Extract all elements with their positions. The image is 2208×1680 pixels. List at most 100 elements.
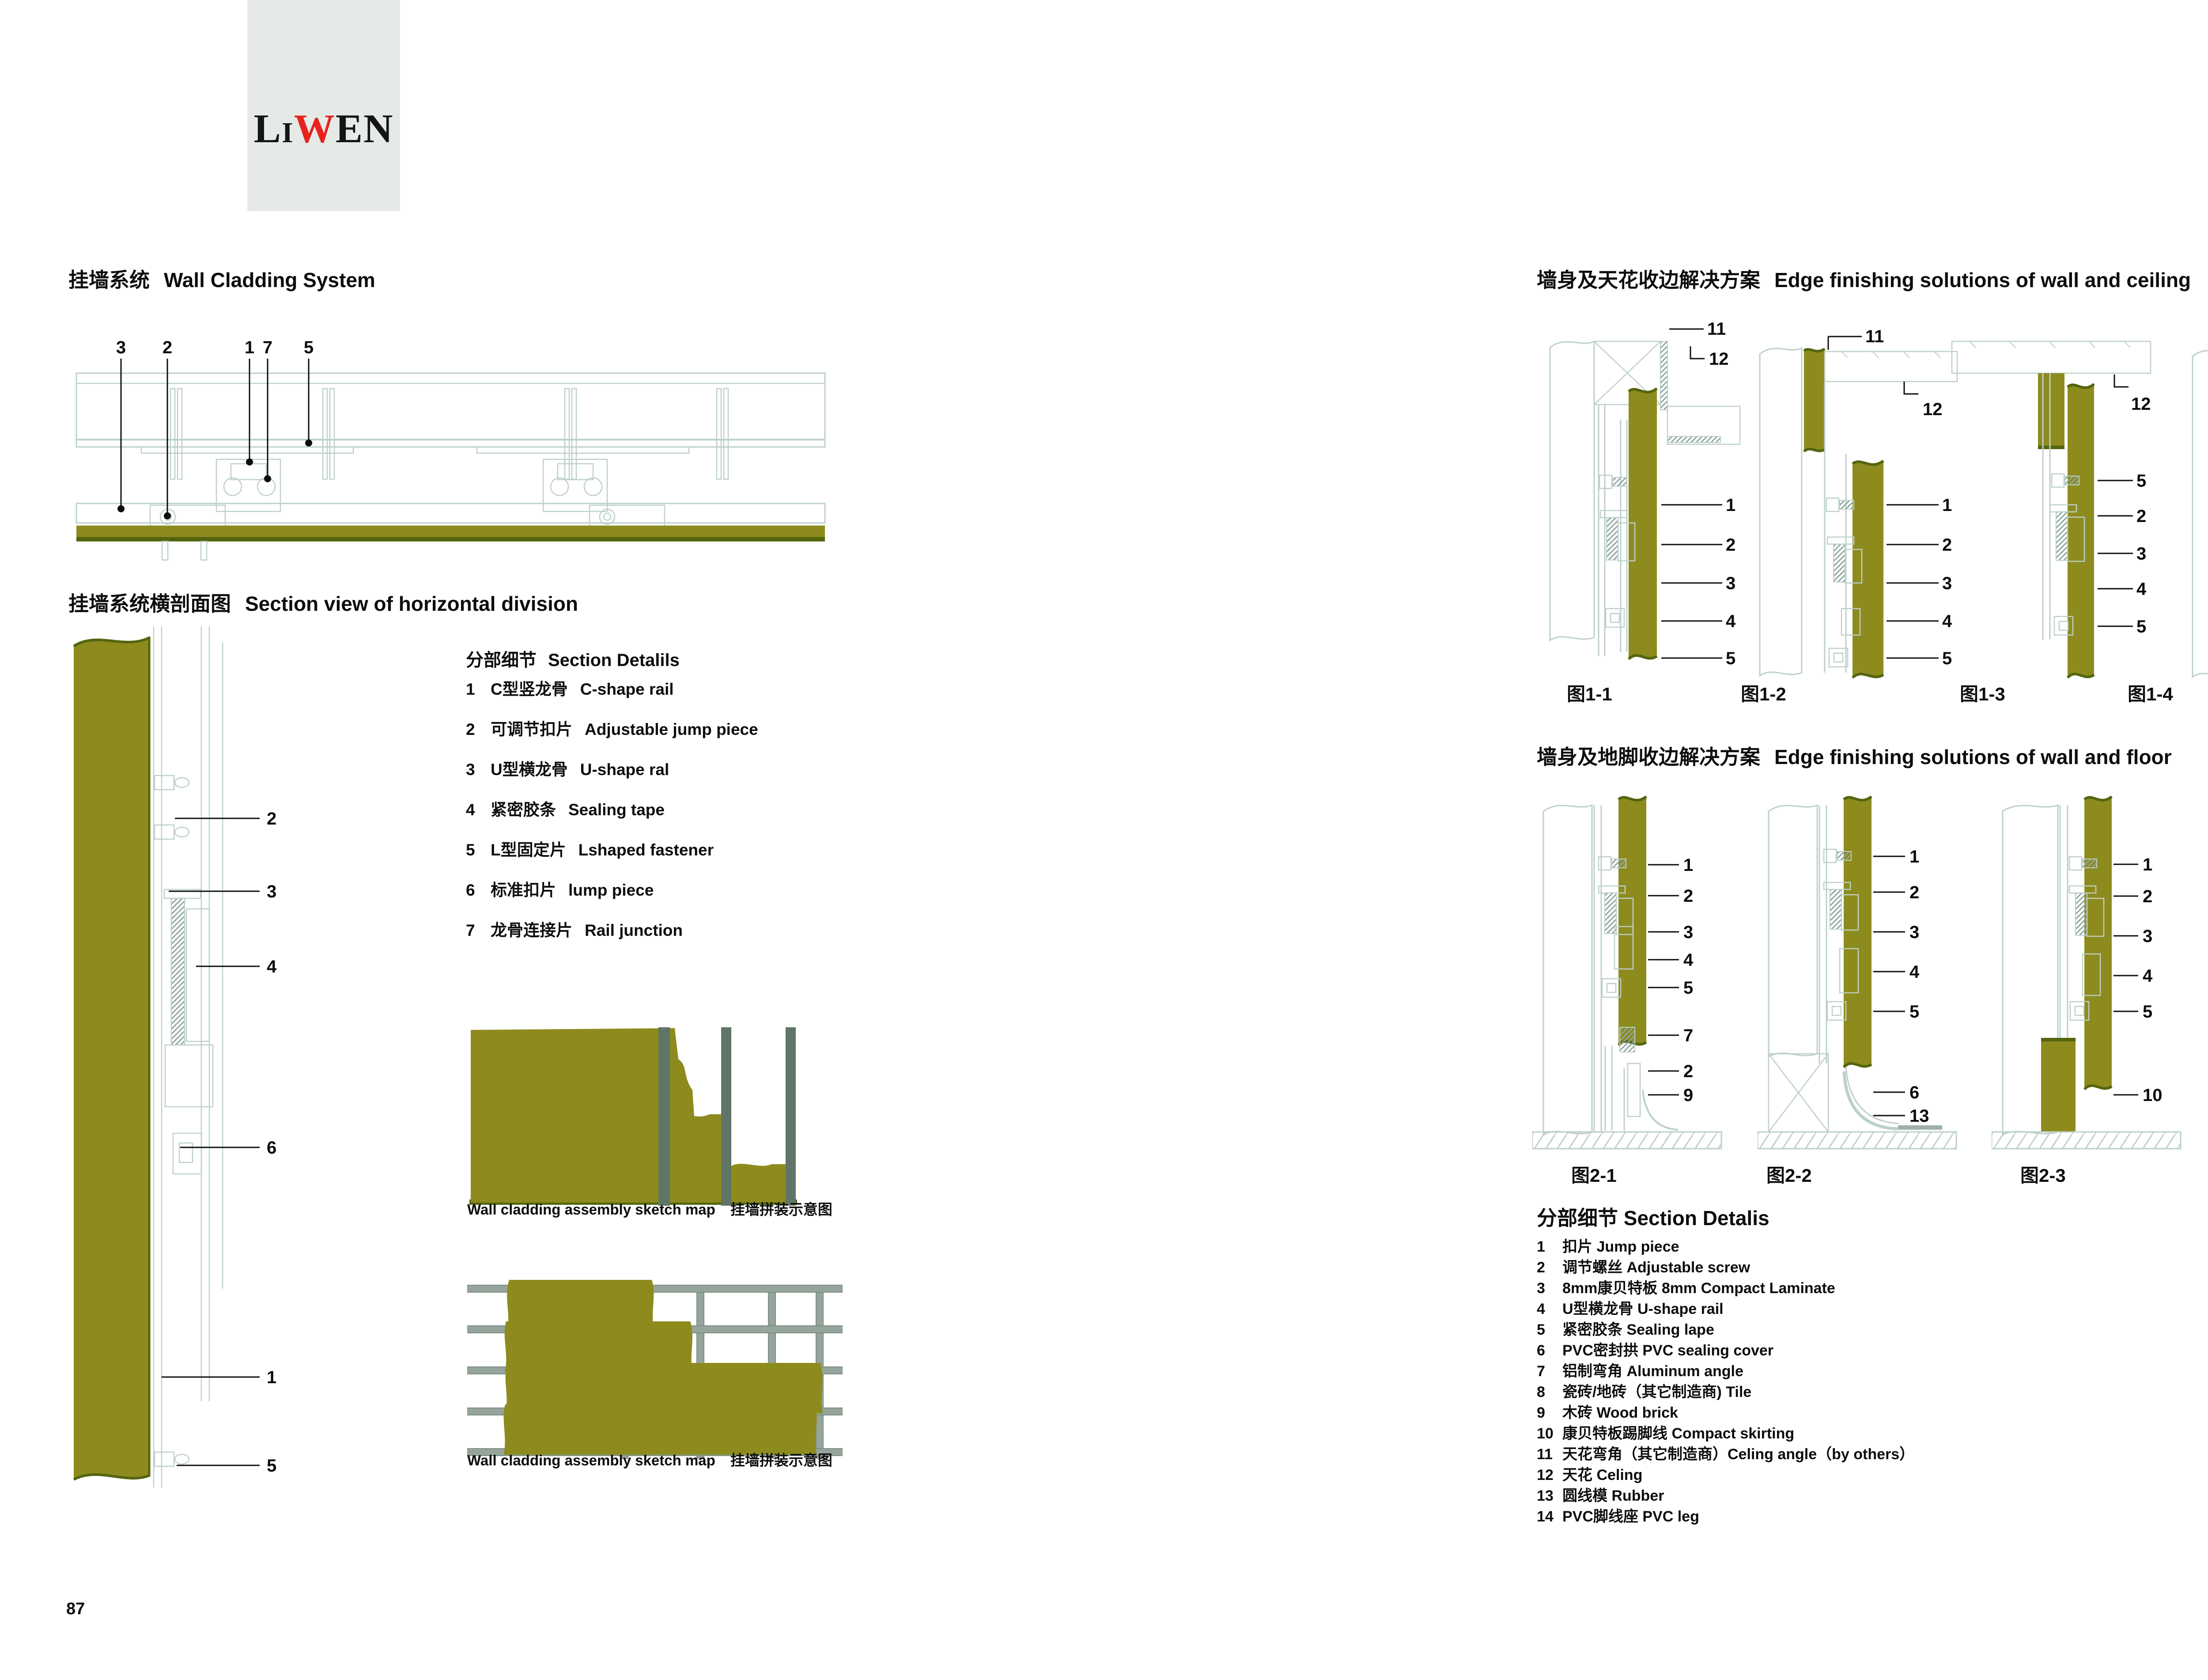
callouts: 2 3 4 6 1 5 [162,809,277,1476]
svg-text:5: 5 [1683,978,1693,998]
left-section-details: 分部细节 Section Detalils 1 C型竖龙骨 C-shape rail … [466,646,863,955]
heading-en: Edge finishing solutions of wall and flo… [1774,745,2172,768]
detail-item: 9 木砖 Wood brick [1537,1404,1678,1421]
detail-item: 2 调节螺丝 Adjustable screw [1537,1259,1751,1276]
vertical-section-diagram: 2 3 4 6 1 5 [67,626,319,1490]
figure-caption: 图2-2 [1766,1165,1812,1186]
compact-skirting [2041,1038,2076,1132]
svg-text:11: 11 [1707,319,1726,339]
cladding-panel [76,526,825,539]
figure-1-3: 12 5 2 3 4 5 [1943,304,2155,690]
rails [153,626,223,1487]
wall-outline [1759,347,1803,677]
horizontal-section-diagram: 3 2 1 7 5 [68,331,859,572]
svg-text:3: 3 [116,338,126,357]
assembly-sketch-1 [467,1024,843,1214]
svg-text:2: 2 [1683,886,1693,906]
svg-text:5: 5 [304,338,314,357]
svg-text:11: 11 [1865,327,1884,346]
figure-1-1: 11 12 1 2 3 4 5 [1532,304,1744,690]
svg-text:2: 2 [1909,883,1919,902]
svg-text:1: 1 [1909,847,1919,866]
brand-logo: LIWEN [247,0,400,152]
svg-text:3: 3 [1942,574,1952,593]
svg-text:1: 1 [1726,496,1735,515]
svg-text:7: 7 [1683,1026,1693,1045]
svg-text:5: 5 [1942,649,1952,668]
svg-text:1: 1 [267,1368,276,1387]
cladding-panel [1844,796,1872,1067]
svg-text:7: 7 [263,338,272,357]
svg-text:4: 4 [2136,579,2147,599]
svg-text:4: 4 [1909,962,1920,982]
detail-item: 3 8mm康贝特板 8mm Compact Laminate [1537,1280,1835,1297]
wall-outline [2192,350,2208,678]
svg-text:3: 3 [1683,923,1693,942]
floor-hatch [1531,1131,1722,1150]
cladding-panel [2084,796,2112,1090]
figure-2-3: 1 2 3 4 5 10 [1991,781,2204,1181]
detail-item: 6 PVC密封拱 PVC sealing cover [1537,1342,1774,1359]
svg-text:2: 2 [1726,535,1735,555]
heading-en: Wall Cladding System [164,269,375,291]
figure-caption: 图2-3 [2020,1165,2066,1186]
page-number-left: 87 [66,1600,85,1618]
svg-text:1: 1 [1942,496,1952,515]
svg-text:5: 5 [1726,649,1735,668]
svg-text:3: 3 [2143,927,2152,946]
svg-text:12: 12 [2131,394,2151,414]
wall-outline [1549,340,1595,642]
cladding-panel [1618,796,1646,1045]
figure-caption: 图1-4 [2128,684,2173,704]
panel-piece [731,1164,786,1203]
detail-item: 13 圆线模 Rubber [1537,1487,1664,1504]
detail-item: 6 标准扣片 lump piece [466,881,654,899]
svg-text:1: 1 [1683,855,1693,875]
detail-item: 3 U型横龙骨 U-shape ral [466,761,669,779]
logo-letter-accent: W [294,106,336,151]
detail-item: 8 瓷砖/地砖（其它制造商) Tile [1537,1384,1752,1400]
svg-text:1: 1 [2143,855,2152,874]
detail-item: 5 L型固定片 Lshaped fastener [466,841,714,859]
logo-letter: L [253,106,282,151]
panel-rows [503,1280,823,1455]
vertical-rail [786,1027,796,1206]
svg-text:3: 3 [2136,544,2146,564]
svg-text:3: 3 [267,882,276,901]
logo-letter: E [335,106,363,151]
svg-text:5: 5 [2136,617,2146,636]
svg-text:5: 5 [2143,1002,2152,1022]
svg-text:13: 13 [1909,1106,1929,1126]
svg-text:2: 2 [2143,887,2152,906]
detail-item: 5 紧密胶条 Sealing lape [1537,1321,1714,1338]
svg-text:2: 2 [267,809,276,829]
svg-text:4: 4 [1726,612,1736,631]
detail-item: 1 C型竖龙骨 C-shape rail [466,680,674,698]
figure-caption: 图1-2 [1741,684,1786,704]
svg-text:3: 3 [1909,923,1919,942]
cladding-panel [1629,388,1657,659]
figure-1-4: 1112612345 [2182,304,2208,690]
detail-item: 14 PVC脚线座 PVC leg [1537,1508,1699,1525]
svg-text:6: 6 [267,1138,276,1158]
svg-text:4: 4 [267,957,277,976]
svg-text:9: 9 [1683,1086,1693,1105]
detail-item: 10 康贝特板踢脚线 Compact skirting [1537,1425,1795,1442]
assembly-sketch-2 [467,1273,843,1463]
svg-text:2: 2 [163,338,172,357]
heading-zh: 墙身及天花收边解决方案 [1537,269,1760,291]
svg-text:1: 1 [245,338,254,357]
callouts: 3 2 1 7 5 [116,338,314,519]
vertical-rail [721,1027,731,1206]
left-heading-section-view: 挂墙系统横剖面图 Section view of horizontal divis… [68,588,578,617]
heading-en: Edge finishing solutions of wall and cei… [1774,269,2191,291]
figure-2-1: 1 2 3 4 5 7 2 9 [1531,781,1744,1181]
detail-item: 2 可调节扣片 Adjustable jump piece [466,720,758,738]
cladding-panel [1853,461,1883,678]
figure-2-2: 1 2 3 4 5 6 13 [1757,781,1974,1181]
logo-letter: I [281,117,294,149]
detail-item: 7 龙骨连接片 Rail junction [466,921,683,939]
detail-item: 11 天花弯角（其它制造商）Celing angle（by others） [1537,1446,1915,1463]
